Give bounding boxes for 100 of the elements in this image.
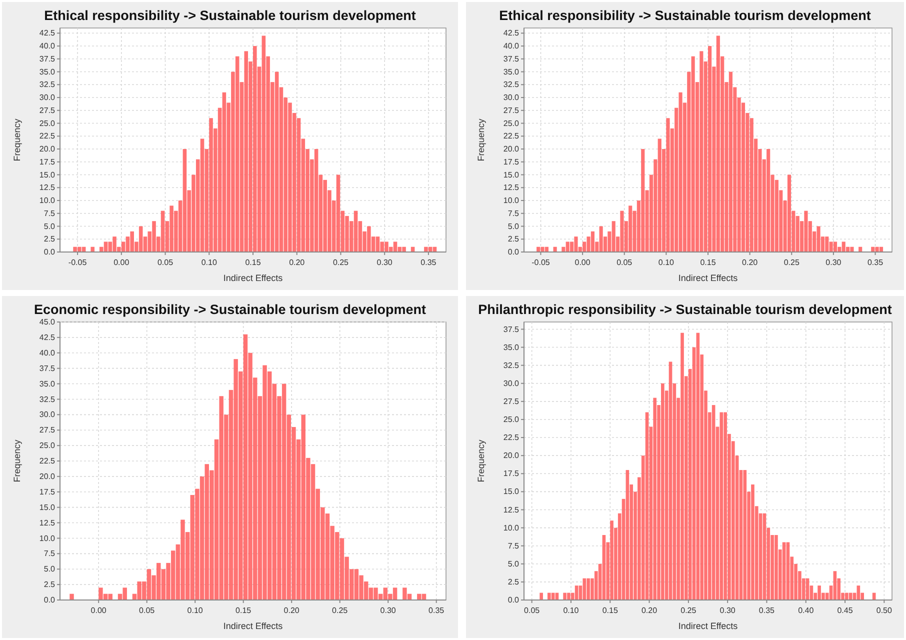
x-tick-label: 0.35	[867, 258, 884, 267]
y-tick-label: 2.5	[44, 234, 56, 244]
y-tick-label: 20.0	[39, 472, 56, 482]
y-tick-label: 10.0	[503, 523, 520, 532]
y-tick-label: 5.0	[44, 222, 56, 231]
y-tick-label: 30.0	[503, 93, 520, 102]
y-tick-label: 25.0	[503, 415, 520, 424]
y-tick-label: 7.5	[44, 549, 56, 558]
x-tick-label: 0.05	[157, 258, 174, 267]
y-tick-label: 27.5	[503, 106, 520, 115]
x-tick-label: 0.25	[332, 258, 350, 267]
x-tick-label: 0.20	[641, 606, 658, 615]
x-tick-label: 0.25	[784, 258, 800, 267]
x-axis-title: Indirect Effects	[678, 273, 738, 283]
y-tick-label: 40.0	[39, 348, 56, 358]
y-tick-label: 42.5	[39, 28, 56, 38]
y-tick-label: 40.0	[503, 42, 520, 51]
y-tick-label: 20.0	[503, 144, 520, 154]
x-tick-label: 0.05	[524, 606, 540, 615]
x-tick-label: 0.35	[758, 606, 776, 615]
y-tick-label: 35.0	[503, 342, 520, 352]
y-tick-label: 7.5	[508, 208, 520, 218]
chart-title: Ethical responsibility -> Sustainable tourism development	[499, 8, 872, 23]
x-tick-label: 0.00	[574, 258, 591, 267]
y-tick-label: 22.5	[39, 132, 56, 141]
y-tick-label: 32.5	[503, 80, 520, 90]
y-tick-label: 7.5	[508, 541, 520, 550]
y-tick-label: 5.0	[508, 222, 520, 231]
x-tick-label: 0.30	[720, 606, 736, 615]
x-tick-label: 0.10	[563, 606, 580, 615]
y-tick-label: 0.0	[508, 248, 520, 257]
y-tick-label: 35.0	[39, 379, 56, 388]
y-tick-label: 25.0	[503, 118, 520, 128]
x-tick-label: 0.30	[380, 606, 396, 615]
x-tick-label: 0.50	[876, 606, 892, 615]
x-tick-label: 0.35	[428, 606, 445, 615]
x-tick-label: 0.45	[837, 606, 854, 615]
y-tick-label: 10.0	[39, 196, 56, 206]
y-tick-label: 22.5	[39, 456, 56, 466]
y-tick-label: 5.0	[44, 564, 56, 574]
y-tick-label: 30.0	[39, 93, 56, 102]
x-tick-label: 0.20	[284, 606, 300, 615]
y-tick-label: 20.0	[503, 451, 520, 460]
y-tick-label: 10.0	[503, 196, 520, 206]
y-tick-label: 37.5	[39, 364, 56, 373]
y-tick-label: 32.5	[503, 360, 520, 370]
y-tick-label: 32.5	[39, 80, 56, 90]
x-tick-label: 0.00	[90, 606, 107, 615]
chart-title: Economic responsibility -> Sustainable tourism development	[34, 302, 426, 317]
y-tick-label: 27.5	[39, 106, 56, 115]
y-tick-label: 12.5	[503, 505, 520, 514]
y-tick-label: 15.0	[39, 170, 56, 180]
y-tick-label: 45.0	[39, 318, 56, 327]
y-tick-label: 0.0	[44, 248, 56, 257]
y-tick-label: 0.0	[44, 596, 56, 605]
y-tick-label: 30.0	[39, 410, 56, 420]
y-tick-label: 35.0	[39, 67, 56, 76]
x-tick-label: 0.15	[245, 258, 262, 267]
y-axis-title: Frequency	[476, 118, 486, 162]
x-tick-label: 0.15	[602, 606, 618, 615]
x-tick-label: 0.30	[376, 258, 393, 267]
y-tick-label: 40.0	[39, 42, 56, 51]
y-tick-label: 12.5	[503, 183, 520, 192]
x-tick-label: 0.20	[742, 258, 758, 267]
y-tick-label: 37.5	[503, 54, 520, 64]
x-tick-label: 0.35	[420, 258, 437, 267]
x-tick-label: 0.25	[332, 606, 348, 615]
y-tick-label: 0.0	[508, 596, 520, 605]
x-tick-label: 0.40	[798, 606, 814, 615]
y-tick-label: 42.5	[39, 333, 56, 342]
y-tick-label: 32.5	[39, 394, 56, 404]
x-tick-label: 0.15	[700, 258, 716, 267]
y-tick-label: 25.0	[39, 441, 56, 450]
x-tick-label: -0.05	[68, 258, 88, 267]
x-axis-title: Indirect Effects	[223, 621, 284, 631]
y-tick-label: 5.0	[508, 559, 520, 568]
x-tick-label: 0.20	[289, 258, 306, 267]
y-axis-title: Frequency	[476, 439, 486, 482]
y-tick-label: 17.5	[503, 157, 520, 166]
x-tick-label: 0.05	[139, 606, 156, 615]
x-tick-label: 0.00	[114, 258, 130, 267]
x-tick-label: 0.15	[236, 606, 252, 615]
y-axis-title: Frequency	[12, 118, 22, 162]
y-tick-label: 15.0	[39, 502, 56, 512]
y-tick-label: 12.5	[39, 518, 56, 528]
y-tick-label: 20.0	[39, 144, 56, 154]
y-tick-label: 30.0	[503, 378, 520, 388]
x-tick-label: 0.10	[201, 258, 218, 267]
x-axis-title: Indirect Effects	[678, 621, 738, 631]
x-tick-label: 0.10	[187, 606, 204, 615]
y-tick-label: 2.5	[44, 580, 56, 590]
y-tick-label: 10.0	[39, 534, 56, 543]
chart-title: Philanthropic responsibility -> Sustainable tourism development	[478, 302, 892, 317]
y-tick-label: 37.5	[503, 324, 520, 334]
y-tick-label: 37.5	[39, 54, 56, 64]
chart-title: Ethical responsibility -> Sustainable tourism development	[44, 8, 416, 23]
x-tick-label: 0.10	[658, 258, 675, 267]
y-tick-label: 27.5	[503, 396, 520, 406]
y-tick-label: 42.5	[503, 28, 520, 38]
y-tick-label: 25.0	[39, 118, 56, 128]
